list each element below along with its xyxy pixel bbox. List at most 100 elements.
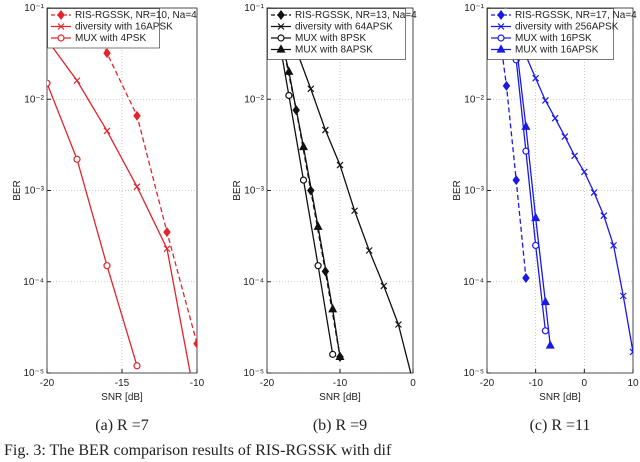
marker-x — [571, 152, 579, 160]
y-tick-label: 10⁻⁴ — [463, 277, 484, 288]
x-tick-label: -20 — [480, 378, 495, 389]
marker-x — [133, 183, 141, 191]
legend-box — [487, 8, 614, 60]
y-tick-label: 10⁻⁴ — [243, 277, 264, 288]
marker-circle — [285, 91, 293, 100]
x-axis-label: SNR [dB] — [319, 392, 361, 403]
marker-triangle — [503, 0, 510, 3]
subplot-caption: (a) R =7 — [95, 417, 148, 434]
marker-circle — [73, 155, 81, 163]
marker-diamond — [133, 110, 141, 121]
x-axis-label: SNR [dB] — [539, 392, 581, 403]
marker-diamond — [57, 10, 65, 20]
marker-x — [394, 321, 402, 328]
plot-frame — [266, 7, 414, 374]
x-tick-label: -10 — [333, 378, 348, 389]
legend-label: diversity with 64APSK — [295, 22, 393, 33]
marker-x — [336, 161, 344, 169]
marker-x — [307, 85, 315, 93]
marker-x — [590, 189, 598, 196]
y-tick-label: 10⁻⁵ — [463, 368, 484, 379]
y-axis-label: BER — [452, 180, 463, 201]
marker-x — [541, 97, 549, 104]
y-tick-label: 10⁻² — [244, 94, 264, 105]
x-tick-label: 0 — [582, 378, 588, 389]
y-tick-label: 10⁻³ — [244, 186, 264, 197]
series-line — [273, 8, 341, 358]
marker-diamond — [522, 272, 530, 283]
legend-label: MUX with 4PSK — [75, 33, 146, 44]
marker-diamond — [512, 175, 520, 186]
y-tick-label: 10⁻³ — [24, 186, 44, 197]
marker-x — [57, 23, 65, 30]
marker-diamond — [502, 80, 511, 91]
x-tick-label: -10 — [190, 378, 205, 389]
marker-triangle — [335, 351, 345, 361]
legend-label: MUX with 16APSK — [515, 45, 599, 56]
marker-x — [551, 114, 559, 122]
y-tick-label: 10⁻¹ — [24, 3, 44, 14]
marker-x — [532, 74, 540, 82]
marker-circle — [329, 350, 337, 358]
marker-x — [629, 348, 633, 356]
marker-x — [580, 168, 588, 176]
marker-x — [194, 406, 200, 412]
marker-triangle — [284, 66, 294, 75]
marker-circle — [277, 34, 285, 42]
marker-diamond — [193, 338, 197, 349]
x-axis-label: SNR [dB] — [101, 392, 143, 403]
marker-x — [610, 242, 617, 249]
legend-label: MUX with 16PSK — [515, 33, 592, 44]
marker-triangle — [328, 303, 338, 313]
marker-circle — [133, 362, 141, 370]
marker-diamond — [103, 48, 111, 59]
marker-triangle — [276, 44, 286, 53]
marker-triangle — [313, 221, 323, 230]
x-tick-label: -10 — [528, 378, 543, 389]
legend-label: RIS-RGSSK, NR=13, Na=4 — [295, 10, 417, 21]
marker-circle — [532, 241, 540, 250]
series-line — [280, 8, 412, 373]
plot-frame — [46, 7, 198, 374]
marker-triangle — [531, 212, 541, 222]
subplot-caption: (c) R =11 — [530, 417, 591, 434]
y-axis-label: BER — [12, 180, 23, 201]
marker-x — [103, 127, 111, 135]
marker-triangle — [496, 44, 506, 53]
x-tick-label: 0 — [410, 378, 416, 389]
marker-x — [380, 282, 388, 290]
marker-diamond — [277, 10, 285, 20]
series-line — [47, 39, 191, 373]
series-layer — [47, 8, 200, 412]
y-tick-label: 10⁻² — [24, 94, 44, 105]
subplot-caption: (b) R =9 — [313, 417, 367, 434]
marker-x — [73, 77, 81, 85]
marker-x — [619, 292, 627, 300]
marker-circle — [47, 79, 51, 87]
marker-x — [365, 247, 373, 254]
figure-caption: Fig. 3: The BER comparison results of RI… — [4, 442, 392, 459]
plot-frame — [486, 7, 634, 374]
marker-triangle — [298, 141, 309, 151]
legend-label: RIS-RGSSK, NR=17, Na=4 — [515, 10, 637, 21]
y-tick-label: 10⁻¹ — [464, 3, 484, 14]
marker-triangle — [540, 296, 550, 306]
marker-triangle — [545, 340, 555, 349]
x-tick-label: -20 — [40, 378, 55, 389]
marker-circle — [497, 34, 505, 42]
marker-x — [497, 23, 505, 30]
series-layer — [269, 8, 412, 373]
marker-x — [561, 133, 569, 140]
marker-diamond — [163, 227, 171, 238]
marker-x — [277, 23, 285, 30]
y-tick-label: 10⁻⁵ — [23, 368, 44, 379]
legend-label: MUX with 8PSK — [295, 33, 366, 44]
marker-x — [600, 212, 608, 220]
marker-triangle — [521, 121, 531, 130]
marker-circle — [314, 262, 322, 270]
marker-circle — [103, 262, 111, 270]
